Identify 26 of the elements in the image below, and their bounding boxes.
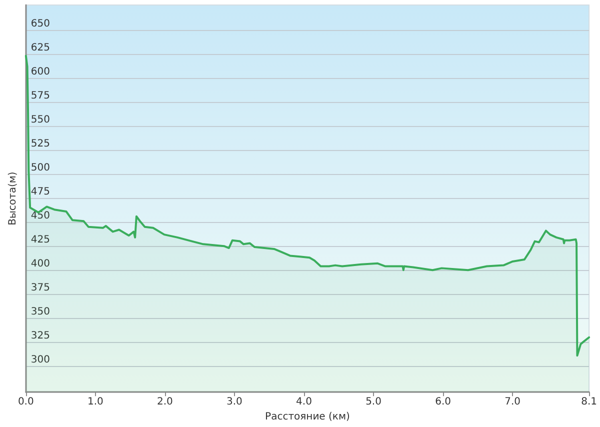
y-tick-label: 525 — [30, 138, 50, 150]
y-tick-label: 475 — [30, 186, 50, 198]
x-tick-label: 2.0 — [156, 396, 173, 408]
x-tick-label: 8.1 — [581, 396, 597, 408]
x-tick-label: 7.0 — [504, 396, 521, 408]
y-axis-title: Высота(м) — [8, 172, 18, 226]
y-tick-label: 450 — [30, 210, 50, 222]
x-tick-label: 5.0 — [366, 396, 382, 408]
y-tick-label: 425 — [30, 234, 50, 246]
x-tick-label: 6.0 — [435, 396, 451, 408]
y-tick-label: 600 — [30, 66, 50, 78]
y-tick-label: 550 — [30, 114, 50, 126]
x-tick-label: 4.0 — [296, 396, 312, 408]
y-tick-label: 625 — [30, 42, 50, 54]
y-tick-label: 375 — [30, 282, 50, 294]
y-tick-label: 500 — [30, 162, 50, 174]
y-tick-label: 300 — [30, 354, 50, 366]
y-tick-label: 400 — [30, 258, 50, 270]
y-tick-label: 350 — [30, 306, 50, 318]
x-axis-title: Расстояние (км) — [265, 412, 350, 422]
x-tick-label: 0.0 — [18, 396, 34, 408]
y-tick-label: 650 — [30, 18, 50, 30]
y-tick-label: 325 — [30, 330, 50, 342]
x-tick-label: 1.0 — [87, 396, 104, 408]
y-tick-label: 575 — [30, 90, 50, 102]
x-tick-label: 3.0 — [226, 396, 242, 408]
